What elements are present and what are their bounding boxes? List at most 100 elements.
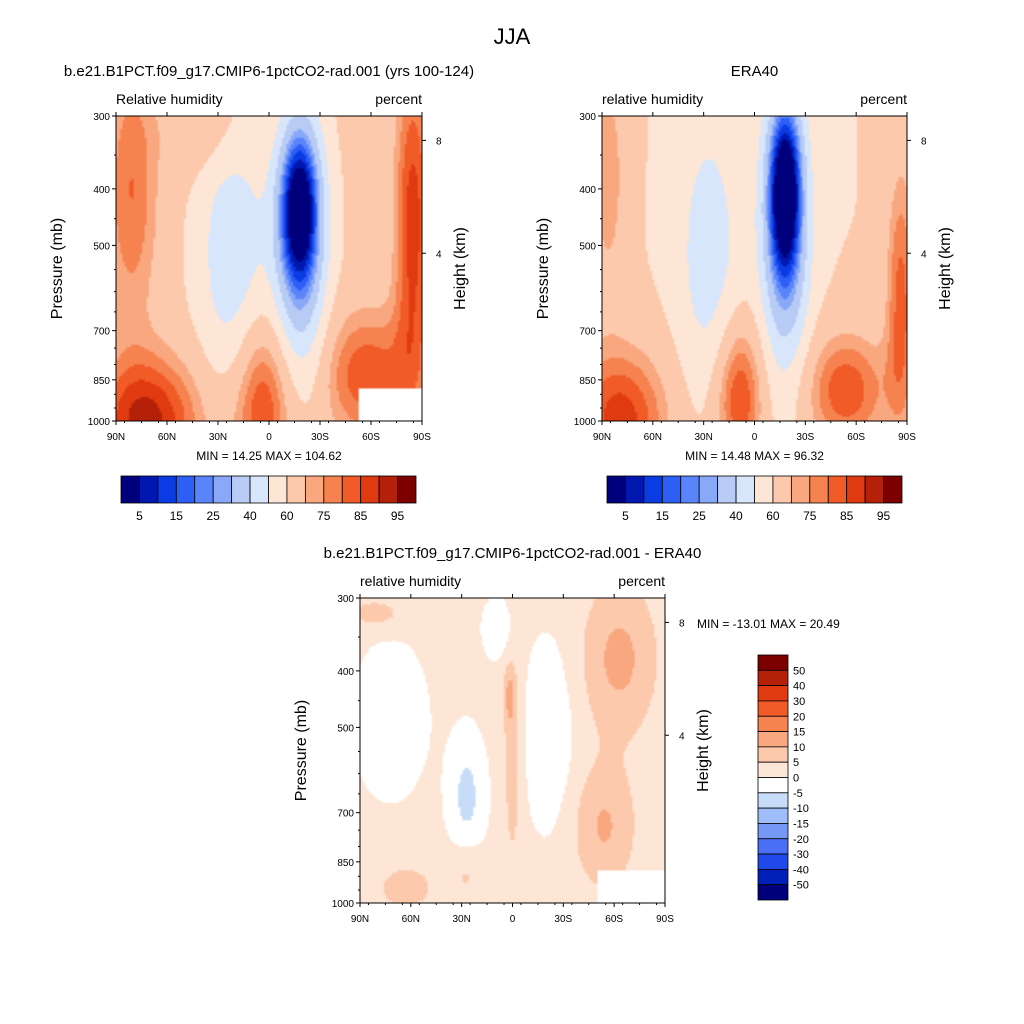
panel-title: ERA40 <box>731 63 779 80</box>
colorbar-label: 20 <box>793 711 805 723</box>
height-tick-label: 8 <box>436 136 442 147</box>
colorbar-box <box>212 475 233 504</box>
colorbar-label: 10 <box>793 742 805 754</box>
colorbar-box <box>397 475 417 504</box>
x-tick-label: 60N <box>644 432 662 443</box>
y-tick-label: 1000 <box>88 417 111 428</box>
colorbar-box <box>809 475 829 504</box>
y-tick-label: 500 <box>337 723 354 734</box>
x-tick-label: 90N <box>107 432 125 443</box>
colorbar-box <box>643 475 663 504</box>
x-tick-label: 90S <box>898 432 916 443</box>
right-label: percent <box>860 91 907 107</box>
colorbar-box <box>757 746 789 763</box>
colorbar-box <box>864 475 884 504</box>
height-tick-label: 4 <box>921 249 927 260</box>
panel-title: b.e21.B1PCT.f09_g17.CMIP6-1pctCO2-rad.00… <box>324 545 702 562</box>
min-max-text: MIN = 14.48 MAX = 96.32 <box>685 449 824 463</box>
x-tick-label: 90N <box>351 914 369 925</box>
panel-1: b.e21.B1PCT.f09_g17.CMIP6-1pctCO2-rad.00… <box>49 63 474 523</box>
colorbar-label: 5 <box>793 757 799 769</box>
colorbar-box <box>883 475 903 504</box>
colorbar-label: 15 <box>170 509 184 523</box>
right-label: percent <box>375 91 422 107</box>
x-tick-label: 30S <box>311 432 329 443</box>
colorbar-box <box>757 654 789 671</box>
y-tick-label: 700 <box>93 327 110 338</box>
colorbar-box <box>846 475 866 504</box>
colorbar-box <box>120 475 140 504</box>
colorbar-box <box>378 475 398 504</box>
colorbar-label: 75 <box>317 509 331 523</box>
colorbar-label: 85 <box>840 509 854 523</box>
colorbar-box <box>341 475 362 504</box>
colorbar-label: 60 <box>280 509 294 523</box>
colorbar-box <box>698 475 719 504</box>
height-tick-label: 4 <box>679 731 685 742</box>
heatmap-field <box>360 598 665 903</box>
x-tick-label: 30N <box>452 914 470 925</box>
colorbar-box <box>757 853 789 870</box>
colorbar-box <box>757 823 789 840</box>
y-tick-label: 300 <box>579 112 596 123</box>
min-max-text: MIN = -13.01 MAX = 20.49 <box>697 617 840 631</box>
colorbar-label: 30 <box>793 696 805 708</box>
colorbar-box <box>606 475 626 504</box>
height-tick-label: 8 <box>679 618 685 629</box>
colorbar-box <box>772 475 792 504</box>
x-tick-label: 30N <box>209 432 227 443</box>
colorbar-box <box>757 884 789 901</box>
x-tick-label: 0 <box>752 432 758 443</box>
y-tick-label: 1000 <box>332 899 355 910</box>
colorbar-label: 40 <box>243 509 257 523</box>
colorbar-box <box>323 475 343 504</box>
colorbar-box <box>268 475 288 504</box>
colorbar-box <box>360 475 380 504</box>
colorbar-label: 5 <box>622 509 629 523</box>
colorbar-label: 5 <box>136 509 143 523</box>
colorbar-label: -50 <box>793 880 809 892</box>
y-axis-title: Pressure (mb) <box>49 218 66 319</box>
panels: b.e21.B1PCT.f09_g17.CMIP6-1pctCO2-rad.00… <box>49 63 954 925</box>
colorbar-box <box>717 475 737 504</box>
colorbar-label: 40 <box>729 509 743 523</box>
colorbar-label: -5 <box>793 788 803 800</box>
colorbar-label: 95 <box>877 509 891 523</box>
colorbar-box <box>827 475 848 504</box>
y-axis-title-right: Height (km) <box>937 227 954 310</box>
height-tick-label: 4 <box>436 249 442 260</box>
colorbar-box <box>231 475 251 504</box>
right-label: percent <box>618 573 665 589</box>
colorbar-box <box>757 761 789 778</box>
colorbar-label: -20 <box>793 834 809 846</box>
colorbar-box <box>194 475 214 504</box>
y-tick-label: 1000 <box>574 417 597 428</box>
x-tick-label: 90S <box>656 914 674 925</box>
x-tick-label: 0 <box>510 914 516 925</box>
colorbar-box <box>286 475 306 504</box>
colorbar-box <box>625 475 645 504</box>
colorbar-box <box>680 475 700 504</box>
colorbar-box <box>757 792 789 809</box>
colorbar-box <box>754 475 774 504</box>
y-axis-title-right: Height (km) <box>695 709 712 792</box>
colorbar-box <box>175 475 196 504</box>
y-tick-label: 400 <box>579 185 596 196</box>
colorbar-label: 85 <box>354 509 368 523</box>
y-tick-label: 500 <box>579 241 596 252</box>
y-tick-label: 700 <box>579 327 596 338</box>
y-tick-label: 300 <box>337 594 354 605</box>
colorbar-box <box>757 807 789 824</box>
colorbar-label: 75 <box>803 509 817 523</box>
colorbar-label: 95 <box>391 509 405 523</box>
colorbar-box <box>757 731 789 748</box>
x-tick-label: 60S <box>847 432 865 443</box>
x-tick-label: 90N <box>593 432 611 443</box>
colorbar-box <box>757 838 789 855</box>
colorbar-label: -10 <box>793 803 809 815</box>
y-tick-label: 850 <box>93 376 110 387</box>
y-axis-title: Pressure (mb) <box>535 218 552 319</box>
colorbar: 5 15 25 40 60 75 85 95 <box>120 475 417 523</box>
